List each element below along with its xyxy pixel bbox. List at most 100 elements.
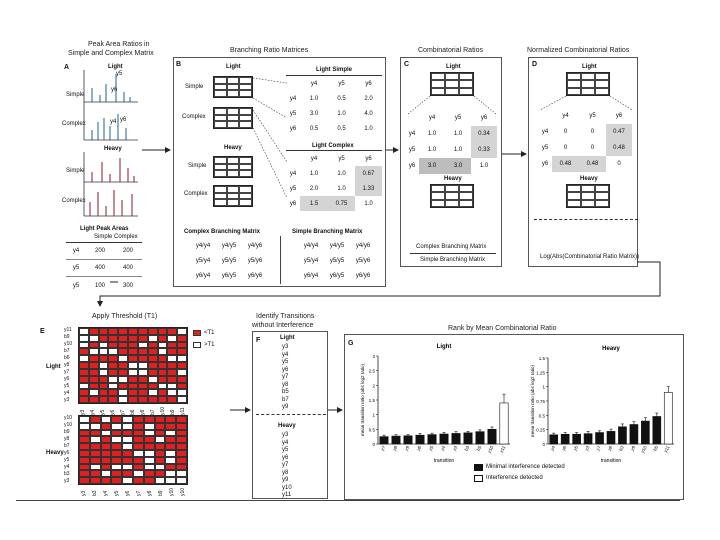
col-header: y6 xyxy=(480,115,488,121)
panel-a-simple-label-1: Simple xyxy=(66,92,85,98)
ratio-cell: y6/y5 xyxy=(329,272,345,279)
panel-b-title: Branching Ratio Matrices xyxy=(230,47,309,54)
heatmap-row-label: b9 xyxy=(64,333,70,340)
heatmap-row-label: y10 xyxy=(64,340,73,347)
peak-table-subtitle: Simple Complex xyxy=(94,234,138,240)
heatmap-cell xyxy=(111,477,123,484)
heatmap-cell xyxy=(100,450,112,457)
heatmap-row-label: b3 xyxy=(64,470,70,477)
peak-label-y5: y5 xyxy=(116,71,123,77)
matrix-cell: 1.0 xyxy=(453,131,463,137)
heatmap-cell xyxy=(165,463,177,471)
heatmap-cell xyxy=(137,368,148,376)
heatmap-cell xyxy=(89,429,101,437)
matrix-cell: 1.0 xyxy=(479,163,489,169)
x-tick-label: y9 xyxy=(404,445,411,452)
matrix-cell: 1.0 xyxy=(309,170,319,177)
heatmap-cell xyxy=(177,389,187,397)
ratio-cell: y6/y4 xyxy=(303,272,319,279)
heatmap-cell xyxy=(89,456,101,464)
heatmap-cell xyxy=(177,396,187,403)
heatmap-cell xyxy=(128,389,138,397)
col-header: y6 xyxy=(615,113,623,119)
peak-row-complex: 300 xyxy=(122,282,133,289)
heatmap-cell xyxy=(88,362,99,369)
ratio-cell: y4/y5 xyxy=(221,242,237,249)
y-tick-label: 0.25 xyxy=(536,428,545,433)
heatmap-row-label: y5 xyxy=(64,382,70,389)
heatmap-cell xyxy=(165,422,177,430)
row-header: y6 xyxy=(408,163,416,169)
heatmap-cell xyxy=(167,355,178,363)
x-tick-label: y6 xyxy=(416,445,423,452)
panel-f-heavy-label: Heavy xyxy=(278,423,296,429)
peak-row-simple: 200 xyxy=(86,243,114,260)
chart-title: Light xyxy=(437,344,452,350)
heatmap-cell xyxy=(100,422,112,430)
heatmap-cell xyxy=(118,334,129,342)
heatmap-cell xyxy=(128,368,138,376)
panel-c-light-label: Light xyxy=(446,64,461,70)
heatmap-cell xyxy=(118,382,129,390)
bar xyxy=(549,434,559,445)
heatmap-row-label: y3 xyxy=(64,477,70,484)
simple-branching-matrix: y4/y4 y4/y5 y4/y6 y5/y4 y5/y5 y5/y6 y6/y… xyxy=(298,238,376,283)
heatmap-cell xyxy=(143,429,155,437)
light-simple-grid xyxy=(213,76,253,98)
heatmap-cell xyxy=(88,328,99,335)
light-simple-title: Light Simple xyxy=(316,67,352,73)
heatmap-cell xyxy=(137,355,148,363)
transition-item: y8 xyxy=(282,381,289,388)
y-tick-label: 0.5 xyxy=(539,413,546,418)
y-tick-label: 0.75 xyxy=(536,399,545,404)
heatmap-cell xyxy=(122,416,133,423)
bar xyxy=(560,433,570,445)
heatmap-row-label: y3 xyxy=(64,396,70,403)
y-tick-label: 1.25 xyxy=(536,370,545,375)
heatmap-cell xyxy=(143,422,155,430)
y-tick-label: 1.5 xyxy=(369,398,376,403)
matrix-cell: 0.34 xyxy=(471,126,497,142)
matrix-cell: 3.0 xyxy=(445,158,471,174)
x-tick-label: y9 xyxy=(630,445,637,452)
normalized-matrix: y4 y5 y6 y4 0 0 0.47 y5 0 0 0.48 y6 0.48… xyxy=(538,108,632,172)
matrix-cell: 4.0 xyxy=(364,110,373,117)
heatmap-cell xyxy=(177,328,187,335)
heatmap-cell xyxy=(167,368,178,376)
light-simple-matrix: y4 y5 y6 y4 1.0 0.5 2.0 y5 3.0 1.0 4.0 y… xyxy=(286,75,382,136)
matrix-cell: 1.0 xyxy=(427,147,437,153)
y-tick-label: 2.5 xyxy=(369,369,376,374)
peak-table-title: Light Peak Areas xyxy=(80,226,129,232)
heatmap-cell xyxy=(128,328,138,335)
matrix-cell: 1.0 xyxy=(309,95,319,102)
transition-item: y4 xyxy=(282,351,289,358)
heatmap-cell xyxy=(122,463,133,471)
heatmap-cell xyxy=(100,443,112,450)
matrix-cell: 1.0 xyxy=(364,200,373,207)
heatmap-cell xyxy=(133,443,144,450)
heatmap-cell xyxy=(118,375,129,383)
transition-item: y7 xyxy=(282,462,289,468)
row-header: y5 xyxy=(408,147,416,153)
heatmap-cell xyxy=(98,328,109,335)
heatmap-cell xyxy=(147,348,158,356)
heatmap-cell xyxy=(165,416,177,423)
matrix-cell: 2.0 xyxy=(364,95,373,102)
panel-g-title: Rank by Mean Combinatorial Ratio xyxy=(448,325,557,332)
x-tick-label: b5 xyxy=(476,445,483,452)
panel-d-light-label: Light xyxy=(582,64,597,70)
x-tick-label: y3 xyxy=(584,445,591,452)
col-header: y4 xyxy=(428,115,436,121)
y-tick-label: 0.5 xyxy=(369,427,376,432)
heatmap-col-label: y7 xyxy=(135,490,142,496)
heatmap-col-label: y3 xyxy=(80,490,87,496)
chart-title: Heavy xyxy=(602,346,620,352)
heatmap-cell xyxy=(154,422,166,430)
heatmap-cell xyxy=(122,429,133,437)
heatmap-cell xyxy=(167,334,178,342)
heatmap-cell xyxy=(143,463,155,471)
heatmap-cell xyxy=(154,429,166,437)
x-tick-label: b5 xyxy=(652,445,659,452)
